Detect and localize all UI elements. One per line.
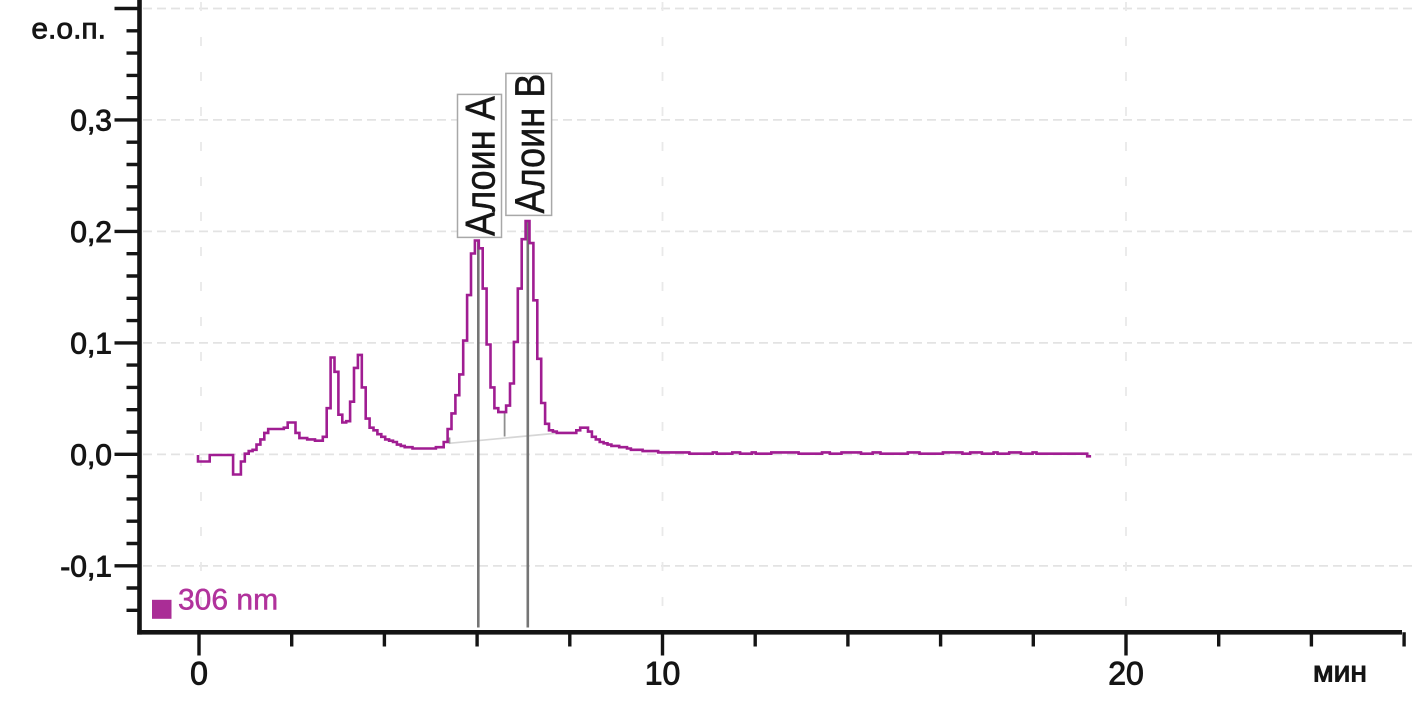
svg-text:306 nm: 306 nm <box>178 584 278 617</box>
svg-text:е.о.п.: е.о.п. <box>31 13 106 46</box>
svg-text:мин: мин <box>1313 656 1367 689</box>
svg-text:0,1: 0,1 <box>70 328 112 361</box>
svg-text:-0,1: -0,1 <box>60 551 112 584</box>
svg-text:20: 20 <box>1108 656 1144 692</box>
svg-text:0,2: 0,2 <box>70 216 112 249</box>
svg-text:0,0: 0,0 <box>70 439 112 472</box>
svg-text:0,3: 0,3 <box>70 105 112 138</box>
svg-text:10: 10 <box>645 656 681 692</box>
svg-text:Алоин В: Алоин В <box>508 74 554 214</box>
svg-text:0: 0 <box>190 656 208 692</box>
svg-text:Алоин А: Алоин А <box>458 95 504 236</box>
